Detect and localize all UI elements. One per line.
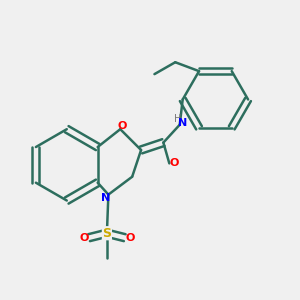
- Text: O: O: [170, 158, 179, 168]
- Text: N: N: [101, 193, 110, 202]
- Text: O: O: [125, 233, 135, 243]
- Text: N: N: [178, 118, 187, 128]
- Text: O: O: [79, 233, 88, 243]
- Text: S: S: [102, 227, 111, 240]
- Text: H: H: [174, 114, 181, 124]
- Text: O: O: [117, 121, 127, 131]
